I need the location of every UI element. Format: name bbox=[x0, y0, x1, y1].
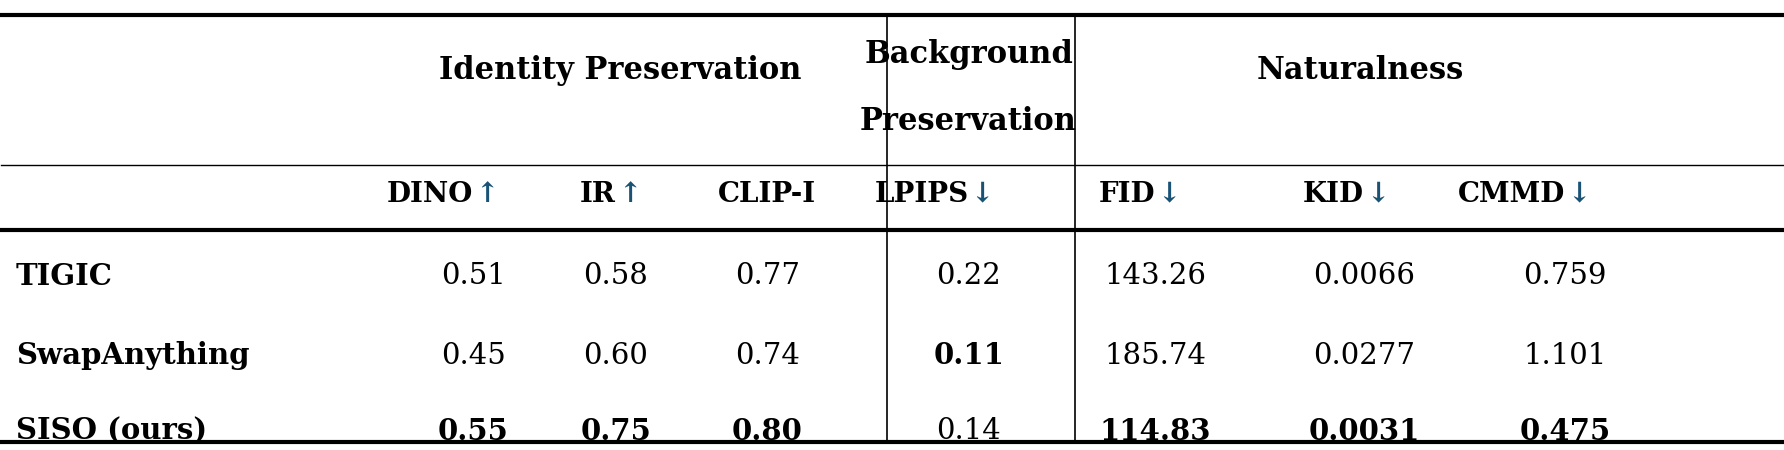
Text: Preservation: Preservation bbox=[860, 106, 1078, 136]
Text: DINO: DINO bbox=[387, 180, 473, 207]
Text: 0.14: 0.14 bbox=[937, 417, 1001, 445]
Text: 0.0277: 0.0277 bbox=[1313, 342, 1415, 370]
Text: IR: IR bbox=[580, 180, 615, 207]
Text: 185.74: 185.74 bbox=[1104, 342, 1206, 370]
Text: 0.0066: 0.0066 bbox=[1313, 262, 1415, 290]
Text: 0.55: 0.55 bbox=[439, 417, 508, 446]
Text: LPIPS: LPIPS bbox=[874, 180, 969, 207]
Text: 1.101: 1.101 bbox=[1524, 342, 1607, 370]
Text: ↓: ↓ bbox=[1566, 180, 1590, 207]
Text: ↓: ↓ bbox=[1158, 180, 1181, 207]
Text: 0.74: 0.74 bbox=[735, 342, 799, 370]
Text: 0.58: 0.58 bbox=[583, 262, 648, 290]
Text: Identity Preservation: Identity Preservation bbox=[439, 54, 801, 86]
Text: 0.11: 0.11 bbox=[933, 342, 1004, 370]
Text: 0.475: 0.475 bbox=[1520, 417, 1611, 446]
Text: SwapAnything: SwapAnything bbox=[16, 342, 250, 370]
Text: SISO (ours): SISO (ours) bbox=[16, 417, 207, 446]
Text: 0.0031: 0.0031 bbox=[1308, 417, 1420, 446]
Text: Naturalness: Naturalness bbox=[1258, 54, 1465, 86]
Text: 0.51: 0.51 bbox=[441, 262, 507, 290]
Text: ↓: ↓ bbox=[970, 180, 994, 207]
Text: FID: FID bbox=[1099, 180, 1156, 207]
Text: Background: Background bbox=[863, 39, 1072, 70]
Text: 0.45: 0.45 bbox=[441, 342, 507, 370]
Text: 0.22: 0.22 bbox=[937, 262, 1001, 290]
Text: 0.75: 0.75 bbox=[580, 417, 651, 446]
Text: 114.83: 114.83 bbox=[1101, 417, 1211, 446]
Text: 143.26: 143.26 bbox=[1104, 262, 1206, 290]
Text: 0.80: 0.80 bbox=[731, 417, 803, 446]
Text: 0.759: 0.759 bbox=[1524, 262, 1607, 290]
Text: 0.77: 0.77 bbox=[735, 262, 799, 290]
Text: KID: KID bbox=[1302, 180, 1365, 207]
Text: ↑: ↑ bbox=[617, 180, 640, 207]
Text: ↑: ↑ bbox=[475, 180, 498, 207]
Text: ↓: ↓ bbox=[1367, 180, 1390, 207]
Text: CMMD: CMMD bbox=[1458, 180, 1565, 207]
Text: 0.60: 0.60 bbox=[583, 342, 648, 370]
Text: CLIP-I: CLIP-I bbox=[719, 180, 817, 207]
Text: TIGIC: TIGIC bbox=[16, 261, 112, 291]
